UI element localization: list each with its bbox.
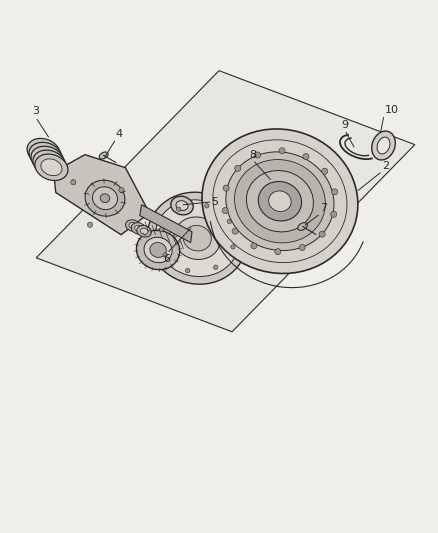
Ellipse shape [126, 220, 140, 231]
Text: 6: 6 [163, 254, 170, 264]
Ellipse shape [134, 225, 142, 231]
Ellipse shape [247, 171, 314, 232]
Circle shape [222, 207, 228, 214]
Circle shape [321, 168, 328, 174]
Ellipse shape [39, 155, 60, 172]
Ellipse shape [377, 137, 390, 154]
Ellipse shape [298, 223, 307, 230]
Circle shape [279, 148, 285, 154]
Circle shape [88, 222, 93, 228]
Ellipse shape [372, 131, 395, 160]
Ellipse shape [137, 225, 152, 237]
Polygon shape [221, 192, 247, 219]
Ellipse shape [202, 129, 358, 273]
Text: 3: 3 [32, 107, 39, 116]
Ellipse shape [155, 200, 240, 277]
Text: 7: 7 [321, 204, 328, 213]
Ellipse shape [150, 243, 166, 257]
Polygon shape [53, 155, 149, 235]
Ellipse shape [129, 222, 137, 229]
Ellipse shape [35, 147, 56, 164]
Ellipse shape [100, 194, 110, 203]
Text: 10: 10 [385, 105, 399, 115]
Circle shape [177, 207, 181, 212]
Polygon shape [140, 205, 192, 243]
Circle shape [299, 245, 305, 251]
Text: 5: 5 [212, 197, 219, 207]
Ellipse shape [140, 228, 148, 235]
Ellipse shape [27, 139, 60, 165]
Circle shape [275, 248, 281, 255]
Circle shape [227, 219, 231, 224]
Ellipse shape [183, 225, 211, 251]
Circle shape [303, 154, 309, 159]
Ellipse shape [31, 146, 64, 173]
Ellipse shape [99, 152, 108, 159]
Text: 8: 8 [249, 150, 257, 160]
Circle shape [332, 189, 338, 195]
Circle shape [235, 165, 241, 171]
Circle shape [331, 211, 337, 217]
Circle shape [223, 185, 229, 191]
Circle shape [231, 245, 235, 249]
Ellipse shape [268, 191, 291, 212]
Circle shape [319, 231, 325, 237]
Ellipse shape [85, 180, 125, 216]
Ellipse shape [33, 143, 54, 160]
Circle shape [71, 180, 76, 185]
Ellipse shape [92, 187, 117, 209]
Ellipse shape [174, 217, 221, 260]
Ellipse shape [33, 150, 66, 176]
Ellipse shape [37, 151, 58, 168]
Polygon shape [36, 71, 415, 332]
Text: 4: 4 [116, 129, 123, 139]
Ellipse shape [258, 181, 301, 221]
Circle shape [185, 269, 190, 273]
Text: 9: 9 [341, 120, 348, 130]
Ellipse shape [35, 154, 68, 181]
Circle shape [163, 253, 167, 257]
Circle shape [251, 243, 257, 249]
Text: 2: 2 [382, 161, 389, 171]
Ellipse shape [137, 230, 180, 270]
Circle shape [119, 188, 124, 193]
Circle shape [205, 204, 209, 208]
Ellipse shape [131, 223, 146, 234]
Ellipse shape [176, 201, 188, 211]
Ellipse shape [148, 192, 247, 284]
Ellipse shape [29, 142, 62, 169]
Circle shape [159, 228, 164, 232]
Ellipse shape [41, 159, 62, 176]
Ellipse shape [144, 237, 172, 263]
Circle shape [254, 152, 261, 158]
Ellipse shape [234, 159, 325, 243]
Circle shape [232, 228, 238, 234]
Circle shape [214, 265, 218, 269]
Ellipse shape [171, 196, 193, 215]
Ellipse shape [226, 152, 334, 251]
